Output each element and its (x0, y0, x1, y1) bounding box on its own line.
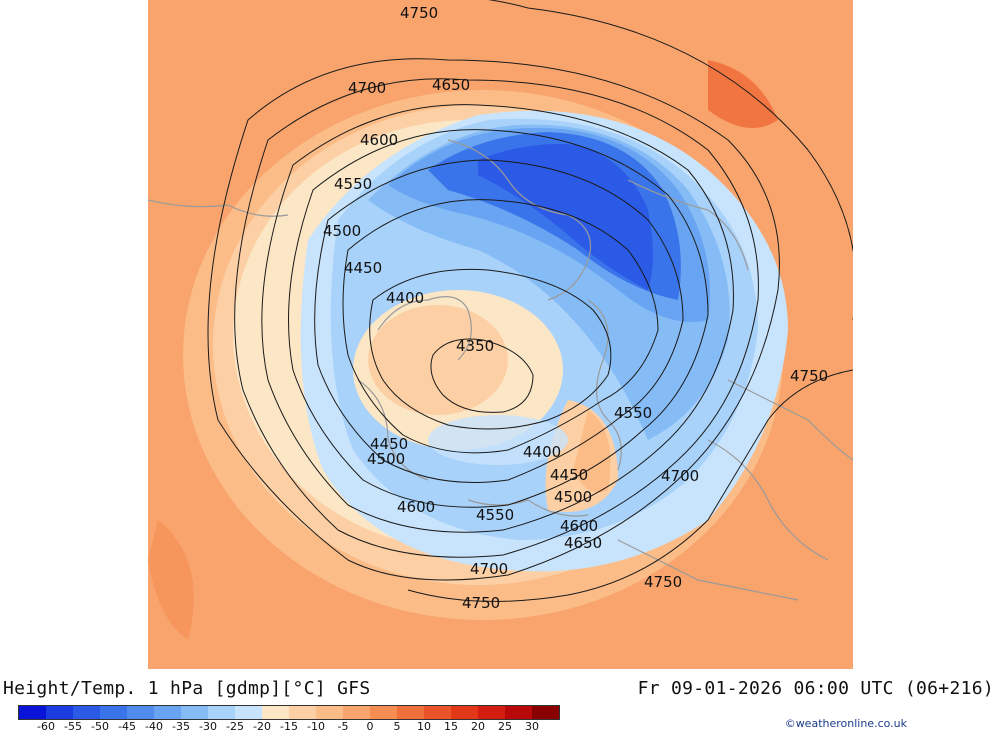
legend-label: -45 (118, 720, 136, 733)
temperature-field (148, 0, 853, 669)
legend-label: -35 (172, 720, 190, 733)
legend-swatch (208, 706, 235, 719)
contour-label: 4500 (367, 450, 405, 468)
contour-label: 4600 (360, 131, 398, 149)
contour-label: 4500 (554, 488, 592, 506)
legend-label: -50 (91, 720, 109, 733)
contour-label: 4750 (400, 4, 438, 22)
contour-labels: 4750 4700 4650 4600 4550 4500 4450 4400 … (323, 4, 828, 612)
legend-label: 0 (366, 720, 374, 733)
contour-label: 4500 (323, 222, 361, 240)
legend-swatch (46, 706, 73, 719)
chart-title: Height/Temp. 1 hPa [gdmp][°C] GFS (3, 678, 371, 699)
legend-swatch (505, 706, 532, 719)
contour-label: 4450 (344, 259, 382, 277)
legend-swatch (73, 706, 100, 719)
legend-swatch (397, 706, 424, 719)
contour-label: 4700 (348, 79, 386, 97)
contour-label: 4550 (476, 506, 514, 524)
valid-time: Fr 09-01-2026 06:00 UTC (06+216) (637, 678, 994, 699)
legend-label: -25 (226, 720, 244, 733)
legend-swatch (532, 706, 559, 719)
contour-label: 4450 (370, 435, 408, 453)
legend-swatch (100, 706, 127, 719)
contour-label: 4600 (397, 498, 435, 516)
legend-swatch (262, 706, 289, 719)
legend-label: 5 (393, 720, 401, 733)
legend-swatch (19, 706, 46, 719)
contour-label: 4750 (644, 573, 682, 591)
contour-label: 4550 (614, 404, 652, 422)
legend-label: -5 (337, 720, 349, 733)
contour-label: 4400 (523, 443, 561, 461)
legend-label: -40 (145, 720, 163, 733)
legend-swatch (316, 706, 343, 719)
contour-label: 4700 (661, 467, 699, 485)
legend-label: 30 (525, 720, 539, 733)
credit-link[interactable]: ©weatheronline.co.uk (784, 717, 907, 730)
legend-swatch (154, 706, 181, 719)
coastlines (148, 139, 853, 601)
legend-swatch (478, 706, 505, 719)
contour-label: 4750 (790, 367, 828, 385)
legend-label: -10 (307, 720, 325, 733)
contour-label: 4650 (432, 76, 470, 94)
legend-label: -20 (253, 720, 271, 733)
legend-label: 10 (417, 720, 431, 733)
contour-label: 4650 (564, 534, 602, 552)
legend-label: -55 (64, 720, 82, 733)
legend-swatch (424, 706, 451, 719)
legend-label: -15 (280, 720, 298, 733)
contour-label: 4550 (334, 175, 372, 193)
legend-label: 25 (498, 720, 512, 733)
contour-label: 4350 (456, 337, 494, 355)
legend-swatch (370, 706, 397, 719)
height-contours (207, 0, 853, 602)
legend-swatch (181, 706, 208, 719)
legend-swatch (235, 706, 262, 719)
map-panel: 4750 4700 4650 4600 4550 4500 4450 4400 … (148, 0, 853, 669)
contour-label: 4700 (470, 560, 508, 578)
color-legend (18, 705, 560, 720)
legend-label: -60 (37, 720, 55, 733)
contour-label: 4450 (550, 466, 588, 484)
contour-label: 4400 (386, 289, 424, 307)
legend-label: -30 (199, 720, 217, 733)
legend-swatch (289, 706, 316, 719)
legend-swatch (451, 706, 478, 719)
contour-label: 4750 (462, 594, 500, 612)
legend-label: 20 (471, 720, 485, 733)
legend-swatch (343, 706, 370, 719)
contour-label: 4600 (560, 517, 598, 535)
legend-swatch (127, 706, 154, 719)
map-canvas: 4750 4700 4650 4600 4550 4500 4450 4400 … (148, 0, 853, 669)
legend-label: 15 (444, 720, 458, 733)
